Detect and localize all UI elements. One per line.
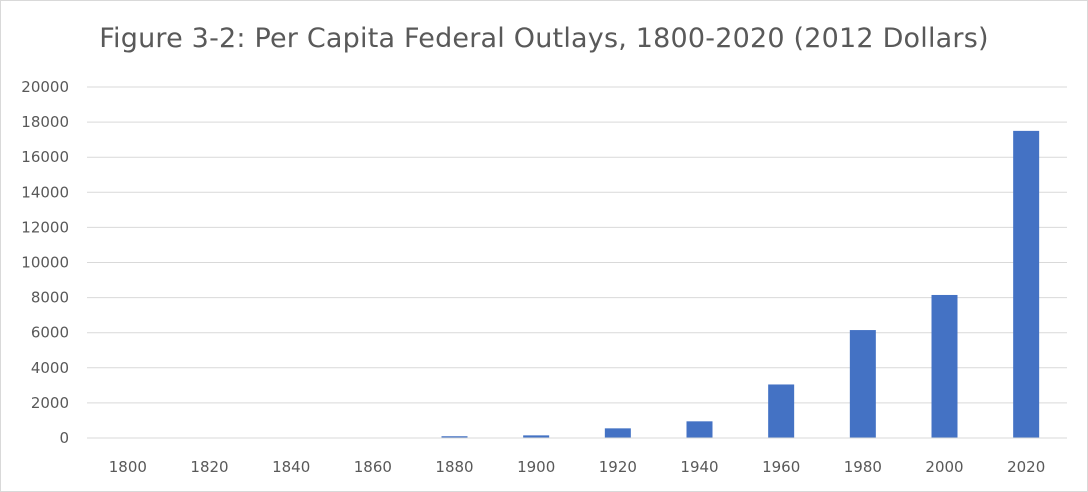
x-tick-label: 1820	[190, 458, 228, 476]
y-axis-ticks: 0 2000 4000 6000 8000 10000 12000 14000 16000 180…	[21, 78, 69, 447]
y-tick-label: 10000	[21, 254, 69, 272]
y-tick-label: 20000	[21, 78, 69, 96]
y-tick-label: 14000	[21, 183, 69, 201]
y-tick-label: 0	[59, 429, 69, 447]
y-tick-label: 4000	[31, 359, 69, 377]
x-tick-label: 1900	[517, 458, 555, 476]
x-tick-label: 1920	[599, 458, 637, 476]
bar-1920	[604, 428, 631, 438]
bar-1940	[686, 421, 713, 438]
y-tick-label: 18000	[21, 113, 69, 131]
bar-1880	[441, 436, 468, 438]
x-tick-label: 1800	[109, 458, 147, 476]
x-tick-label: 1860	[354, 458, 392, 476]
y-tick-label: 2000	[31, 394, 69, 412]
y-tick-label: 6000	[31, 324, 69, 342]
bar-1900	[523, 435, 550, 438]
gridlines	[87, 86, 1067, 404]
x-tick-label: 2020	[1007, 458, 1045, 476]
x-tick-label: 1840	[272, 458, 310, 476]
x-tick-label: 1880	[435, 458, 473, 476]
y-tick-label: 12000	[21, 218, 69, 236]
bar-2020	[1013, 130, 1040, 438]
bar-1960	[768, 384, 795, 438]
x-tick-label: 1980	[844, 458, 882, 476]
bar-2000	[931, 294, 958, 438]
y-tick-label: 16000	[21, 148, 69, 166]
bar-1980	[849, 330, 876, 438]
x-tick-label: 1960	[762, 458, 800, 476]
chart-title: Figure 3-2: Per Capita Federal Outlays, …	[99, 23, 989, 54]
x-tick-label: 2000	[925, 458, 963, 476]
bars	[114, 130, 1040, 438]
x-tick-label: 1940	[680, 458, 718, 476]
y-tick-label: 8000	[31, 289, 69, 307]
x-axis-ticks: 1800 1820 1840 1860 1880 1900 1920 1940 1960 1980…	[109, 458, 1046, 476]
